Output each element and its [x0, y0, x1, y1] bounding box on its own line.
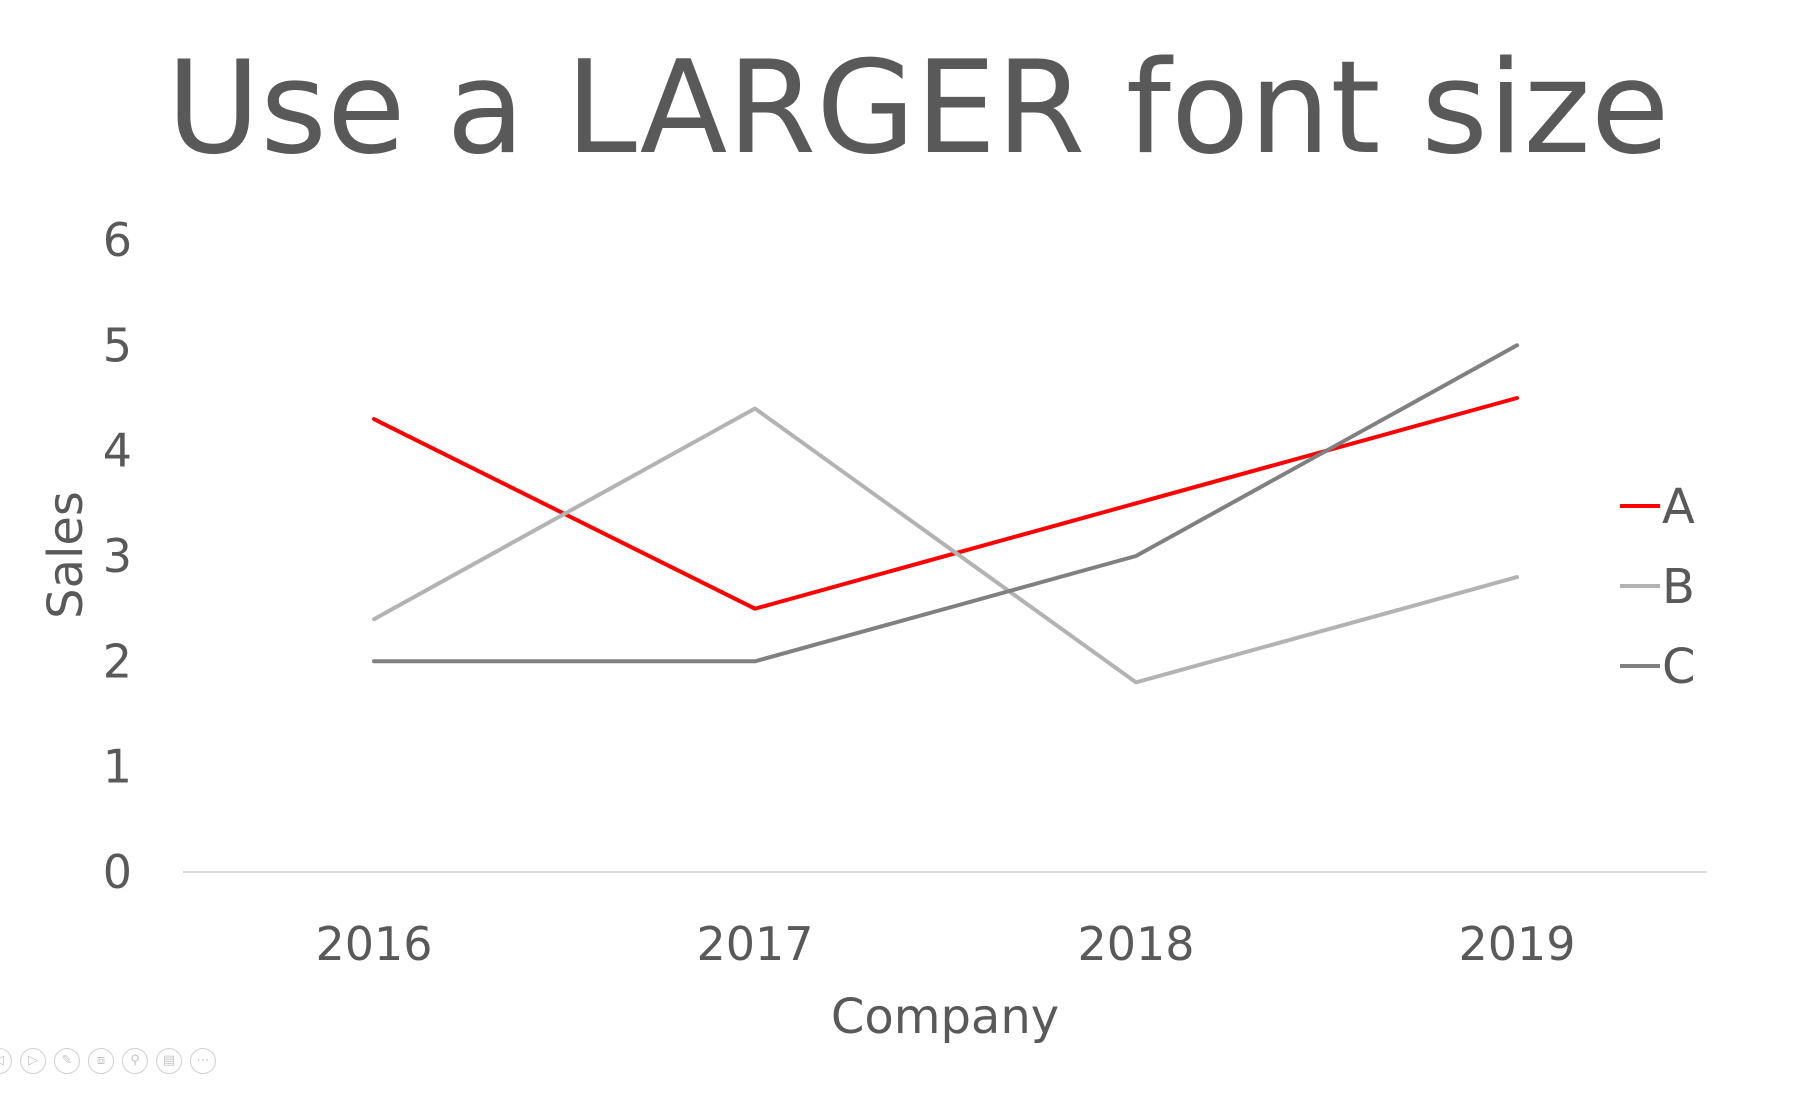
y-tick-label: 5 [103, 318, 132, 372]
x-tick-label: 2016 [315, 917, 432, 971]
y-tick-label: 6 [103, 213, 132, 267]
slides-icon[interactable]: ⧈ [88, 1048, 114, 1074]
zoom-icon[interactable]: ⚲ [122, 1048, 148, 1074]
x-axis-title: Company [831, 989, 1059, 1045]
subtitles-icon[interactable]: ▤ [156, 1048, 182, 1074]
x-tick-label: 2019 [1458, 917, 1575, 971]
y-tick-label: 1 [103, 740, 132, 794]
y-tick-label: 4 [103, 424, 132, 478]
legend-label-b: B [1662, 559, 1695, 615]
series-layer [372, 343, 1519, 685]
series-line-a [372, 396, 1519, 611]
y-tick-label: 2 [103, 634, 132, 688]
series-line-c [372, 343, 1519, 664]
more-icon[interactable]: ⋯ [190, 1048, 216, 1074]
x-tick-label: 2017 [696, 917, 813, 971]
legend: ABC [1620, 479, 1696, 695]
pen-icon[interactable]: ✎ [54, 1048, 80, 1074]
x-axis-ticks: 2016 2017 2018 2019 [315, 917, 1575, 971]
previous-icon[interactable]: ◁ [0, 1048, 12, 1074]
y-tick-label: 0 [103, 845, 132, 899]
series-line-b [372, 406, 1519, 685]
legend-label-c: C [1662, 639, 1696, 695]
x-tick-label: 2018 [1077, 917, 1194, 971]
slideshow-toolbar: ◁ ▷ ✎ ⧈ ⚲ ▤ ⋯ [0, 1048, 216, 1078]
chart-title: Use a LARGER font size [167, 34, 1670, 183]
y-tick-label: 3 [103, 529, 132, 583]
y-axis-ticks: 0 1 2 3 4 5 6 [103, 213, 132, 899]
y-axis-title: Sales [38, 491, 94, 619]
next-icon[interactable]: ▷ [20, 1048, 46, 1074]
legend-label-a: A [1662, 479, 1695, 535]
